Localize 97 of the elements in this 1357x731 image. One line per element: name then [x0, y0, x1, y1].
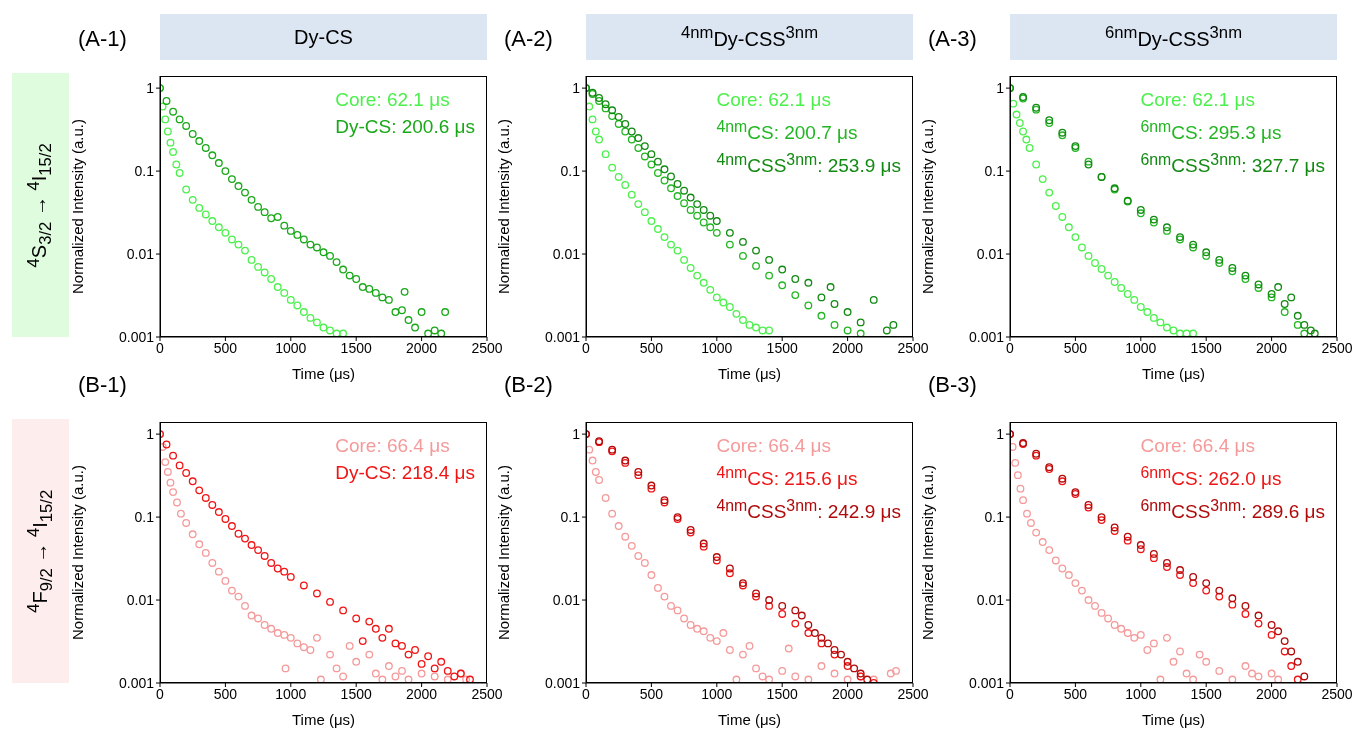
y-tick-label: 0.1 — [134, 509, 155, 526]
text: Core: 62.1 μs — [335, 88, 451, 112]
x-axis-title: Time (μs) — [291, 365, 356, 382]
text: Core: 62.1 μs — [716, 88, 832, 112]
text: $^{4nm}$CS: 215.6 μs — [716, 463, 859, 492]
text: Core: 66.4 μs — [716, 434, 832, 458]
x-tick-label: 500 — [1063, 339, 1088, 356]
text: (B-1) — [78, 372, 127, 398]
x-tick-label: 1000 — [701, 685, 733, 702]
x-tick-label: 1000 — [1125, 339, 1157, 356]
x-tick-label: 1500 — [766, 339, 798, 356]
x-tick-label: 0 — [156, 685, 165, 702]
x-tick-label: 1500 — [340, 339, 372, 356]
y-tick-label: 0.01 — [976, 592, 1005, 609]
y-tick-label: 0.001 — [118, 674, 155, 691]
y-tick-label: 0.1 — [984, 163, 1005, 180]
y-tick-label: 0.001 — [544, 328, 581, 345]
x-tick-label: 2000 — [406, 339, 438, 356]
text: Core: 66.4 μs — [335, 434, 451, 458]
y-axis-title: Normalized Intensity (a.u.) — [495, 464, 513, 641]
y-tick-label: 0.01 — [552, 246, 581, 263]
y-axis-title: Normalized Intensity (a.u.) — [919, 464, 937, 641]
y-tick-label: 0.1 — [134, 163, 155, 180]
y-tick-label: 0.01 — [126, 592, 155, 609]
y-tick-label: 0.001 — [968, 328, 1005, 345]
x-tick-label: 500 — [639, 685, 664, 702]
y-axis-title: Normalized Intensity (a.u.) — [919, 118, 937, 295]
x-tick-label: 0 — [156, 339, 165, 356]
x-tick-label: 500 — [213, 339, 238, 356]
text: Core: 62.1 μs — [1140, 88, 1256, 112]
x-axis-title: Time (μs) — [291, 711, 356, 728]
text: $^{6nm}$CS: 295.3 μs — [1140, 117, 1283, 146]
x-tick-label: 0 — [1006, 685, 1015, 702]
x-tick-label: 2500 — [1321, 339, 1353, 356]
series-label: $^{6nm}$CSS$^{3nm}$: 327.7 μs — [1140, 150, 1325, 179]
x-tick-label: 0 — [582, 339, 591, 356]
chart-title: $^{6nm}$Dy-CSS$^{3nm}$ — [1104, 23, 1243, 51]
y-tick-label: 1 — [572, 80, 581, 97]
series-label: $^{6nm}$CSS$^{3nm}$: 289.6 μs — [1140, 496, 1325, 525]
text: Dy-CS: 218.4 μs — [335, 461, 475, 485]
x-tick-label: 500 — [1063, 685, 1088, 702]
y-tick-label: 1 — [996, 426, 1005, 443]
series-label: $^{4nm}$CSS$^{3nm}$: 253.9 μs — [716, 150, 901, 179]
text: $^{4nm}$CS: 200.7 μs — [716, 117, 859, 146]
y-tick-label: 0.1 — [984, 509, 1005, 526]
y-tick-label: 0.001 — [968, 674, 1005, 691]
x-tick-label: 500 — [639, 339, 664, 356]
y-axis-title: Normalized Intensity (a.u.) — [495, 118, 513, 295]
series-label: $^{4nm}$CSS$^{3nm}$: 242.9 μs — [716, 496, 901, 525]
x-tick-label: 1500 — [1190, 339, 1222, 356]
x-tick-label: 2000 — [1256, 685, 1288, 702]
x-tick-label: 1500 — [340, 685, 372, 702]
y-tick-label: 0.1 — [560, 509, 581, 526]
y-tick-label: 1 — [572, 426, 581, 443]
x-tick-label: 2500 — [897, 685, 929, 702]
x-tick-label: 2000 — [1256, 339, 1288, 356]
y-tick-label: 0.01 — [976, 246, 1005, 263]
y-tick-label: 1 — [996, 80, 1005, 97]
x-tick-label: 2500 — [471, 339, 503, 356]
y-tick-label: 0.001 — [118, 328, 155, 345]
x-tick-label: 1000 — [275, 339, 307, 356]
text: $^{6nm}$CS: 262.0 μs — [1140, 463, 1283, 492]
x-tick-label: 1000 — [701, 339, 733, 356]
x-tick-label: 2000 — [832, 339, 864, 356]
text: Dy-CS: 200.6 μs — [335, 115, 475, 139]
x-tick-label: 1000 — [275, 685, 307, 702]
text: (B-2) — [504, 372, 553, 398]
y-axis-title: Normalized Intensity (a.u.) — [69, 118, 87, 295]
y-tick-label: 0.01 — [126, 246, 155, 263]
text: (B-3) — [928, 372, 977, 398]
chart-title: Dy-CS — [294, 25, 353, 49]
x-tick-label: 2500 — [471, 685, 503, 702]
text: Core: 66.4 μs — [1140, 434, 1256, 458]
text: (A-1) — [78, 26, 127, 52]
x-axis-title: Time (μs) — [717, 365, 782, 382]
y-tick-label: 1 — [146, 80, 155, 97]
x-tick-label: 0 — [1006, 339, 1015, 356]
y-tick-label: 0.001 — [544, 674, 581, 691]
text: (A-2) — [504, 26, 553, 52]
y-axis-title: Normalized Intensity (a.u.) — [69, 464, 87, 641]
x-tick-label: 500 — [213, 685, 238, 702]
x-tick-label: 2000 — [832, 685, 864, 702]
chart-title: $^{4nm}$Dy-CSS$^{3nm}$ — [680, 23, 819, 51]
x-tick-label: 1500 — [1190, 685, 1222, 702]
x-axis-title: Time (μs) — [1141, 711, 1206, 728]
y-tick-label: 0.01 — [552, 592, 581, 609]
x-axis-title: Time (μs) — [1141, 365, 1206, 382]
x-tick-label: 1000 — [1125, 685, 1157, 702]
x-tick-label: 2500 — [897, 339, 929, 356]
y-tick-label: 1 — [146, 426, 155, 443]
x-tick-label: 1500 — [766, 685, 798, 702]
text: (A-3) — [928, 26, 977, 52]
x-tick-label: 2000 — [406, 685, 438, 702]
x-tick-label: 0 — [582, 685, 591, 702]
x-axis-title: Time (μs) — [717, 711, 782, 728]
x-tick-label: 2500 — [1321, 685, 1353, 702]
y-tick-label: 0.1 — [560, 163, 581, 180]
